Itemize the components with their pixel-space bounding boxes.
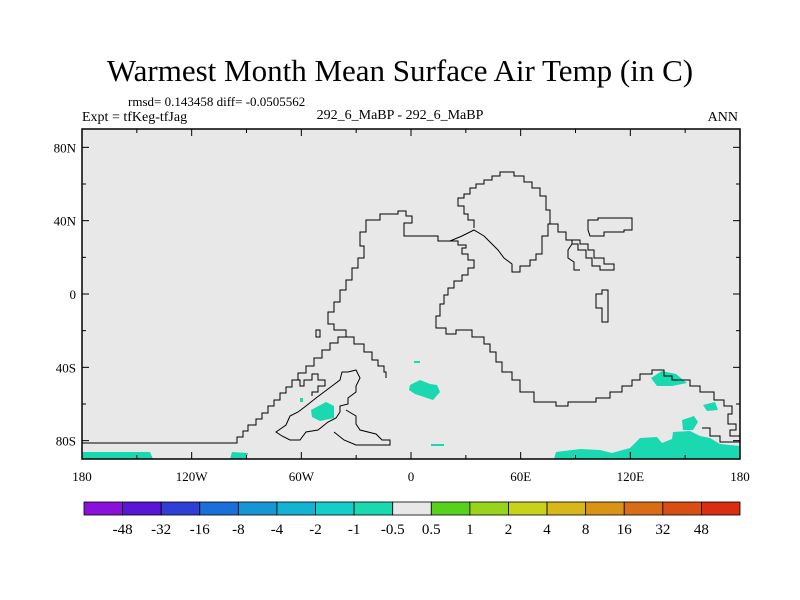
coastline-arabia bbox=[550, 223, 615, 271]
colorbar-label: -2 bbox=[309, 522, 322, 538]
anomaly-speck-2 bbox=[431, 444, 444, 446]
colorbar-swatch bbox=[430, 501, 471, 516]
plot-background bbox=[82, 129, 740, 459]
colorbar-label: -0.5 bbox=[381, 522, 405, 538]
colorbar-swatch bbox=[469, 501, 509, 516]
colorbar-swatch bbox=[508, 501, 548, 516]
colorbar-label: 32 bbox=[655, 522, 670, 538]
colorbar-swatch bbox=[122, 501, 162, 516]
colorbar-label: 1 bbox=[466, 522, 474, 538]
x-tick-label: 60W bbox=[289, 469, 315, 484]
colorbar-swatch bbox=[662, 501, 702, 516]
anomaly-shading bbox=[82, 361, 740, 459]
anomaly-south-atlantic-west bbox=[311, 402, 334, 421]
colorbar-swatch bbox=[585, 501, 625, 516]
coastline-northeast-island bbox=[587, 217, 633, 237]
y-tick-label: 80N bbox=[54, 140, 77, 155]
colorbar-swatch bbox=[546, 501, 587, 516]
coastline-india bbox=[567, 243, 580, 271]
coastline-americas bbox=[82, 210, 450, 444]
anomaly-speck-1 bbox=[414, 361, 420, 363]
colorbar-label: 4 bbox=[543, 522, 551, 538]
x-tick-label: 120W bbox=[176, 469, 209, 484]
comparison-label: 292_6_MaBP - 292_6_MaBP bbox=[316, 108, 484, 123]
coastline-south-america-west bbox=[296, 373, 326, 396]
colorbar-label: -32 bbox=[151, 522, 171, 538]
colorbar-swatch bbox=[160, 501, 201, 516]
x-tick-label: 180 bbox=[72, 469, 92, 484]
y-tick-label: 40N bbox=[54, 214, 77, 229]
axis-ticks: 180 120W 60W 0 60E 120E 180 80N 40N 0 40S 80S bbox=[54, 129, 750, 484]
coastline-madagascar-island bbox=[595, 289, 609, 323]
anomaly-southern-ocean-patch bbox=[651, 371, 687, 386]
colorbar-swatch bbox=[276, 501, 316, 516]
colorbar-label: 0.5 bbox=[422, 522, 441, 538]
x-tick-label: 180 bbox=[730, 469, 750, 484]
y-tick-label: 40S bbox=[56, 360, 76, 375]
stats-line: rmsd= 0.143458 diff= -0.0505562 bbox=[128, 94, 306, 109]
colorbar-swatch bbox=[623, 501, 664, 516]
colorbar-label: 48 bbox=[694, 522, 709, 538]
period-label: ANN bbox=[707, 110, 738, 125]
coastline-africa bbox=[449, 171, 551, 273]
x-tick-label: 120E bbox=[617, 469, 645, 484]
anomaly-south-atlantic-east bbox=[409, 380, 440, 400]
colorbar-label: -48 bbox=[113, 522, 133, 538]
chart-title: Warmest Month Mean Surface Air Temp (in … bbox=[106, 53, 694, 88]
experiment-label: Expt = tfKeg-tfJag bbox=[82, 110, 188, 125]
x-tick-label: 60E bbox=[510, 469, 531, 484]
anomaly-south-polar-west bbox=[82, 452, 153, 459]
x-tick-label: 0 bbox=[408, 469, 415, 484]
anomaly-south-polar-mid bbox=[230, 452, 248, 459]
colorbar-label: -4 bbox=[271, 522, 284, 538]
colorbar-swatch bbox=[315, 501, 355, 516]
anomaly-antarctic-east bbox=[554, 431, 740, 459]
colorbar-swatch bbox=[353, 501, 394, 516]
coastlines bbox=[82, 171, 741, 446]
colorbar-swatch bbox=[701, 501, 741, 516]
anomaly-south-pacific-patch bbox=[703, 402, 718, 411]
coastline-greenland-north bbox=[315, 329, 321, 338]
y-tick-label: 80S bbox=[56, 434, 76, 449]
colorbar-swatch bbox=[83, 501, 123, 516]
coastline-eurasia bbox=[435, 240, 741, 443]
coastline-south-america-east bbox=[346, 336, 387, 378]
colorbar-swatch bbox=[392, 501, 432, 516]
coastline-antarctic-peninsula bbox=[333, 409, 391, 446]
colorbar-swatch bbox=[237, 501, 278, 516]
colorbar-label: -16 bbox=[190, 522, 210, 538]
colorbar-label: -1 bbox=[348, 522, 361, 538]
colorbar-label: 16 bbox=[617, 522, 633, 538]
colorbar: -48 -32 -16 -8 -4 -2 -1 -0.5 0.5 1 2 4 8 16 32 48 bbox=[83, 501, 741, 538]
anomaly-speck-3 bbox=[300, 398, 303, 402]
colorbar-label: -8 bbox=[232, 522, 245, 538]
colorbar-label: 8 bbox=[582, 522, 590, 538]
coastline-patagonia bbox=[275, 369, 361, 441]
colorbar-label: 2 bbox=[505, 522, 513, 538]
y-tick-label: 0 bbox=[70, 287, 77, 302]
anomaly-kerguelen bbox=[682, 416, 698, 430]
colorbar-swatch bbox=[199, 501, 239, 516]
